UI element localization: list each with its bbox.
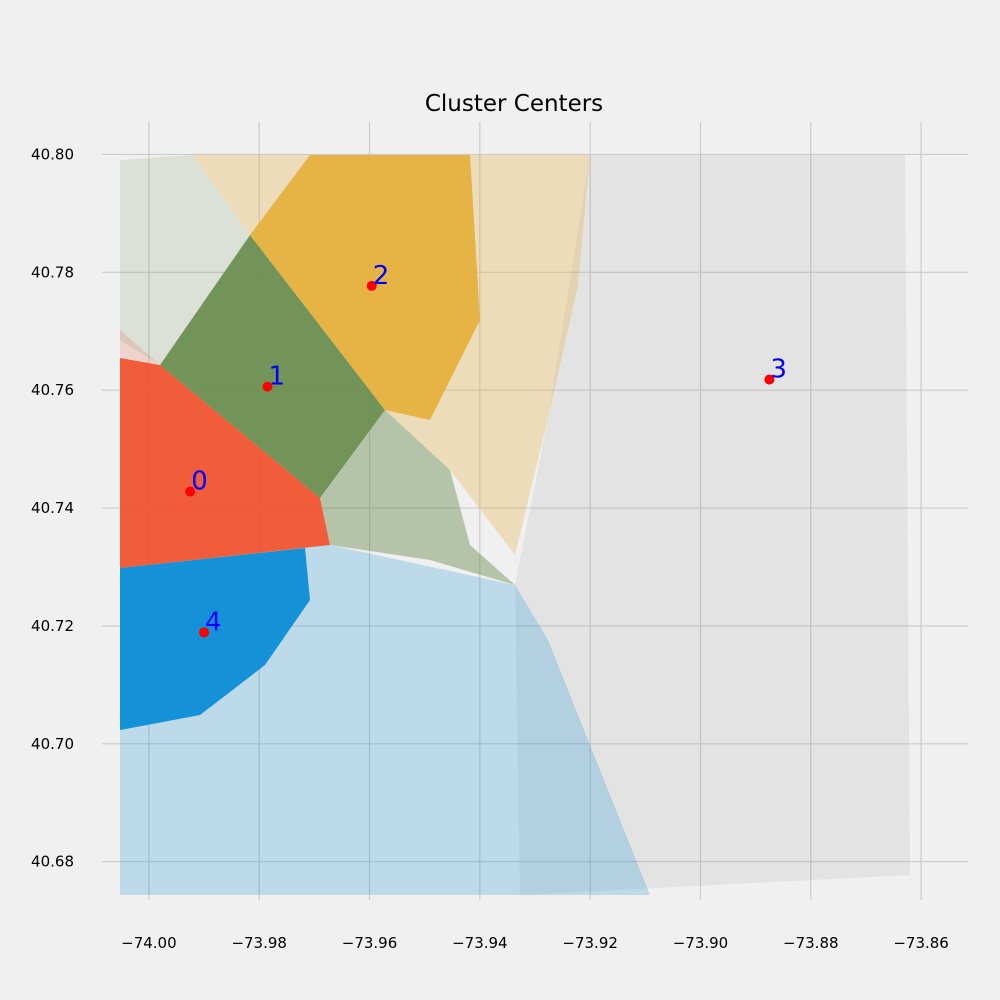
y-tick-label: 40.72 bbox=[31, 617, 74, 635]
cluster-center-point bbox=[366, 280, 377, 291]
cluster-center-point bbox=[262, 381, 273, 392]
cluster-region-1-dense bbox=[160, 235, 385, 498]
y-tick-label: 40.68 bbox=[31, 853, 74, 871]
x-tick-label: −73.92 bbox=[562, 934, 618, 952]
x-tick-label: −74.00 bbox=[121, 934, 177, 952]
y-tick-label: 40.76 bbox=[31, 381, 74, 399]
cluster-region-0 bbox=[120, 358, 330, 568]
x-tick-label: −73.96 bbox=[342, 934, 398, 952]
x-tick-label: −73.94 bbox=[452, 934, 508, 952]
chart-title: Cluster Centers bbox=[425, 91, 603, 117]
cluster-region-3 bbox=[515, 155, 910, 895]
y-tick-label: 40.78 bbox=[31, 263, 74, 281]
y-tick-label: 40.70 bbox=[31, 735, 74, 753]
cluster-center-label: 3 bbox=[770, 355, 787, 385]
cluster-center-label: 1 bbox=[268, 362, 285, 392]
y-tick-label: 40.74 bbox=[31, 499, 74, 517]
y-tick-label: 40.80 bbox=[31, 145, 74, 163]
cluster-center-point bbox=[199, 627, 210, 638]
x-tick-label: −73.88 bbox=[783, 934, 839, 952]
cluster-region-0-fringe bbox=[120, 330, 160, 365]
cluster-region-4-dense bbox=[120, 548, 310, 730]
cluster-center-label: 4 bbox=[205, 607, 222, 637]
cluster-region-2 bbox=[250, 155, 480, 420]
x-tick-label: −73.90 bbox=[673, 934, 729, 952]
y-tick-labels: 40.68 40.70 40.72 40.74 40.76 40.78 40.80 bbox=[31, 145, 74, 870]
cluster-center-point bbox=[185, 486, 196, 497]
cluster-centers: 0 1 2 3 4 bbox=[185, 261, 787, 638]
cluster-center-point bbox=[764, 374, 775, 385]
cluster-center-label: 2 bbox=[373, 261, 390, 291]
cluster-regions bbox=[120, 155, 910, 895]
x-tick-label: −73.98 bbox=[231, 934, 287, 952]
cluster-region-1 bbox=[120, 155, 250, 365]
cluster-center-label: 0 bbox=[191, 467, 208, 497]
cluster-region-1-fringe bbox=[320, 410, 515, 585]
x-tick-label: −73.86 bbox=[893, 934, 949, 952]
x-tick-labels: −74.00 −73.98 −73.96 −73.94 −73.92 −73.90 −73.… bbox=[121, 934, 949, 952]
